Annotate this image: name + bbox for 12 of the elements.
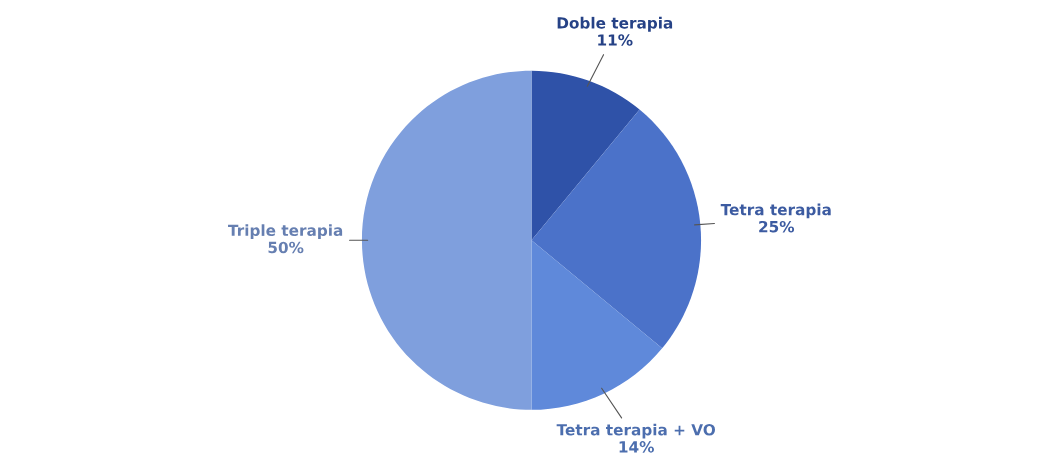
pie-slice	[531, 109, 701, 349]
slice-label: Triple terapia	[228, 224, 343, 240]
data-label: 14%	[619, 441, 654, 453]
pie-slice	[361, 70, 532, 410]
slice-label: Doble terapia	[557, 16, 673, 32]
pie-slice	[531, 240, 663, 410]
data-label: 25%	[759, 220, 795, 233]
data-label: 50%	[268, 241, 304, 254]
slice-label: Tetra terapia	[720, 203, 831, 219]
pie-slice	[531, 70, 640, 241]
slice-label: Tetra terapia + VO	[556, 423, 716, 439]
data-label: 11%	[598, 34, 633, 46]
